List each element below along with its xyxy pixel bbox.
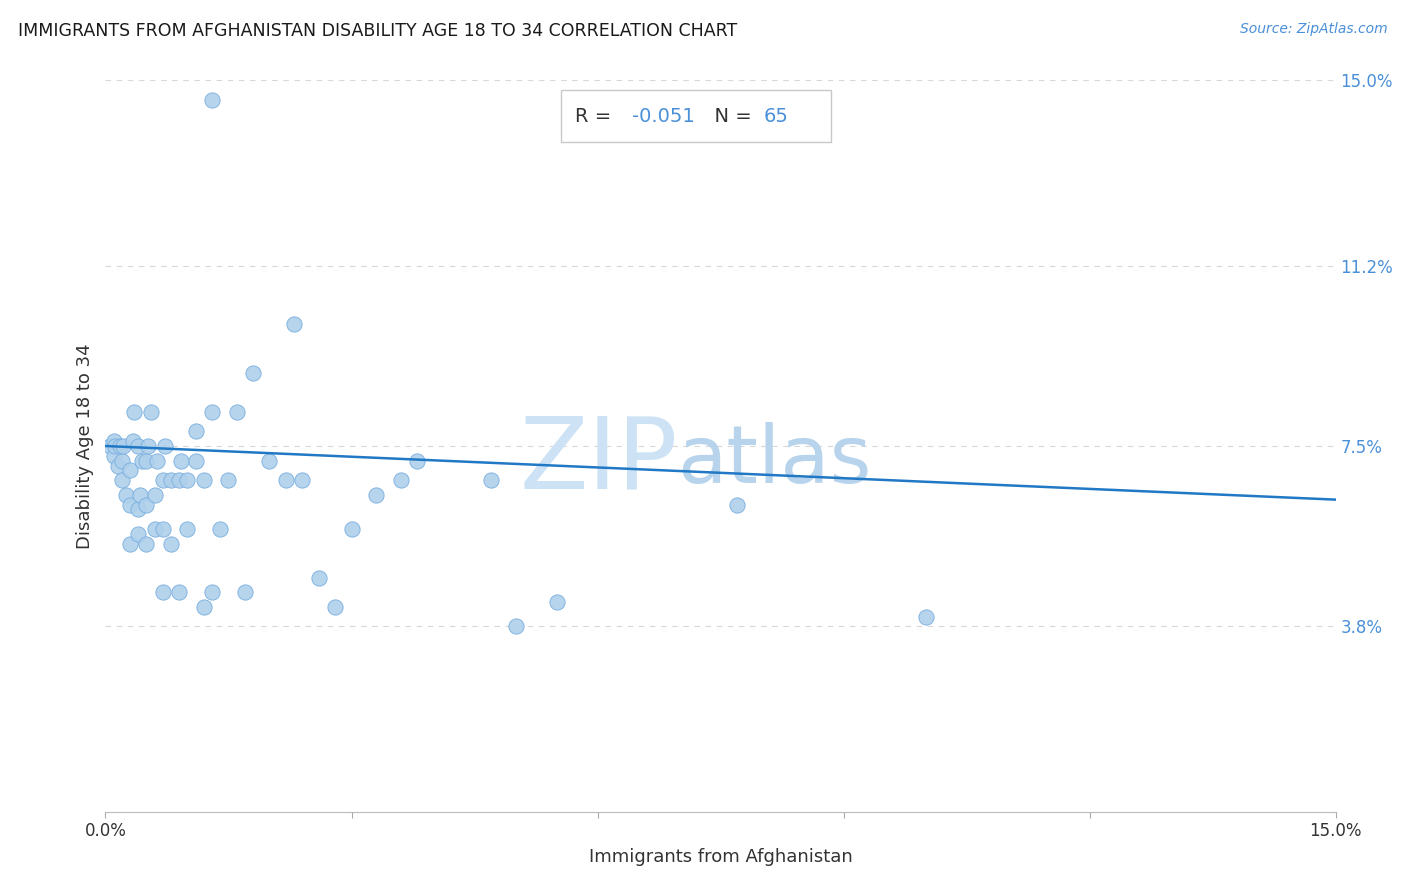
- Point: [184, 425, 207, 439]
- Point: [201, 93, 224, 107]
- Point: [115, 488, 138, 502]
- Point: [136, 439, 159, 453]
- Point: [152, 585, 174, 599]
- Point: [103, 434, 125, 449]
- Point: [209, 522, 232, 536]
- Point: [505, 619, 527, 633]
- FancyBboxPatch shape: [561, 90, 831, 143]
- Point: [135, 453, 157, 467]
- Point: [131, 453, 153, 467]
- Point: [98, 439, 121, 453]
- Point: [283, 317, 305, 331]
- Point: [406, 453, 429, 467]
- Point: [143, 522, 166, 536]
- Point: [146, 453, 169, 467]
- Point: [160, 473, 183, 487]
- Point: [170, 453, 193, 467]
- Point: [107, 458, 129, 473]
- Point: [233, 585, 256, 599]
- Point: [176, 522, 198, 536]
- Point: [201, 585, 224, 599]
- Point: [169, 585, 191, 599]
- Point: [103, 449, 125, 463]
- Point: [193, 599, 215, 614]
- Point: [479, 473, 502, 487]
- Point: [169, 473, 191, 487]
- Point: [160, 536, 183, 550]
- Point: [104, 439, 127, 453]
- Text: 65: 65: [763, 107, 789, 126]
- Text: R =: R =: [575, 107, 617, 126]
- Point: [914, 609, 936, 624]
- Point: [127, 526, 149, 541]
- Point: [274, 473, 297, 487]
- Point: [139, 405, 162, 419]
- Point: [340, 522, 363, 536]
- Point: [112, 439, 135, 453]
- Point: [201, 405, 224, 419]
- Point: [389, 473, 412, 487]
- Point: [110, 439, 132, 453]
- Point: [121, 434, 143, 449]
- Point: [152, 473, 174, 487]
- Point: [176, 473, 198, 487]
- Text: atlas: atlas: [678, 422, 872, 500]
- Point: [225, 405, 247, 419]
- Text: N =: N =: [702, 107, 758, 126]
- Y-axis label: Disability Age 18 to 34: Disability Age 18 to 34: [76, 343, 94, 549]
- Point: [135, 536, 157, 550]
- Text: -0.051: -0.051: [633, 107, 695, 126]
- Point: [129, 488, 152, 502]
- Point: [152, 522, 174, 536]
- Text: IMMIGRANTS FROM AFGHANISTAN DISABILITY AGE 18 TO 34 CORRELATION CHART: IMMIGRANTS FROM AFGHANISTAN DISABILITY A…: [18, 22, 738, 40]
- Point: [323, 599, 346, 614]
- Point: [725, 498, 748, 512]
- Point: [120, 463, 141, 477]
- X-axis label: Immigrants from Afghanistan: Immigrants from Afghanistan: [589, 848, 852, 866]
- Point: [120, 536, 141, 550]
- Point: [111, 473, 134, 487]
- Text: Source: ZipAtlas.com: Source: ZipAtlas.com: [1240, 22, 1388, 37]
- Point: [242, 366, 264, 380]
- Point: [143, 488, 166, 502]
- Point: [291, 473, 314, 487]
- Point: [193, 473, 215, 487]
- Point: [120, 498, 141, 512]
- Text: ZIP: ZIP: [519, 412, 678, 509]
- Point: [122, 405, 145, 419]
- Point: [127, 439, 149, 453]
- Point: [111, 453, 134, 467]
- Point: [153, 439, 176, 453]
- Point: [546, 595, 568, 609]
- Point: [259, 453, 281, 467]
- Point: [184, 453, 207, 467]
- Point: [135, 498, 157, 512]
- Point: [308, 571, 330, 585]
- Point: [218, 473, 240, 487]
- Point: [127, 502, 149, 516]
- Point: [366, 488, 388, 502]
